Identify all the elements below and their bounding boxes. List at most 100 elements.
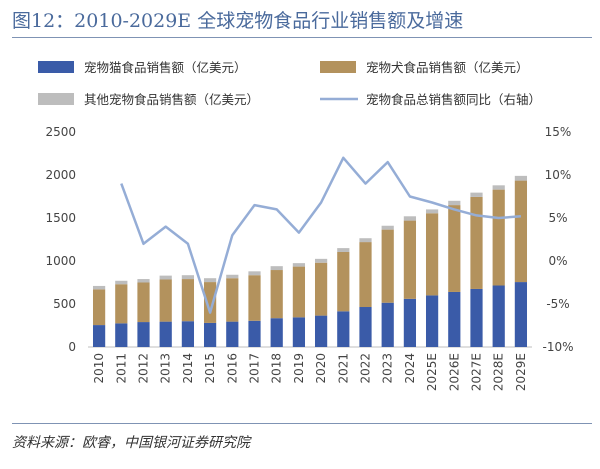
chart-bars [92,175,528,347]
x-tick-label: 2029E [514,353,528,391]
bar-other-food [514,175,528,181]
bar-other-food [137,279,150,283]
y-right-tick-label: -5% [546,297,569,311]
x-tick-label: 2017 [248,353,262,384]
bar-cat-food [203,322,217,347]
x-tick-label: 2022 [359,353,373,384]
x-tick-label: 2012 [137,353,151,384]
x-tick-label: 2027E [470,353,484,391]
y-left-tick-label: 1000 [45,254,76,268]
bar-cat-food [159,321,172,347]
growth-line [120,156,521,314]
bar-other-food [226,274,239,279]
legend-label: 宠物犬食品销售额（亿美元） [366,60,529,75]
bar-other-food [92,285,106,290]
bar-other-food [492,185,505,190]
x-tick-label: 2024 [403,353,417,384]
x-tick-label: 2021 [336,353,350,384]
y-left-tick-label: 500 [53,297,76,311]
bar-other-food [470,192,483,197]
y-right-tick-label: 15% [545,125,572,139]
x-tick-label: 2019 [292,353,306,384]
bar-other-food [292,263,306,267]
legend-label: 宠物食品总销售额同比（右轴） [366,92,541,107]
bar-dog-food [337,251,350,312]
bar-other-food [448,200,461,206]
bar-cat-food [470,288,483,347]
x-tick-label: 2015 [203,353,217,384]
x-tick-label: 2010 [92,353,106,384]
x-tick-label: 2020 [314,353,328,384]
bar-dog-food [492,189,505,286]
bar-dog-food [159,279,172,322]
bar-dog-food [226,278,239,322]
y-left-tick-label: 0 [68,340,76,354]
x-axis-labels: 2010 2011 2012 2013 2014 2015 2016 2017 2018 2019… [92,353,528,391]
bar-cat-food [226,321,239,347]
bar-dog-food [203,282,217,323]
legend-label: 宠物猫食品销售额（亿美元） [84,60,247,75]
legend-label: 其他宠物食品销售额（亿美元） [84,92,259,107]
chart-line [120,156,521,314]
y-right-tick-label: 0% [548,254,567,268]
bar-other-food [381,225,394,230]
x-tick-label: 2013 [159,353,173,384]
bar-other-food [181,275,195,280]
x-tick-label: 2014 [181,353,195,384]
bar-cat-food [359,307,372,347]
bar-other-food [270,266,283,271]
bar-dog-food [448,205,461,292]
chart-legend: 宠物猫食品销售额（亿美元） 宠物犬食品销售额（亿美元） 其他宠物食品销售额（亿美元）… [38,60,541,107]
bar-dog-food [425,213,439,296]
bar-cat-food [448,291,461,347]
chart-axes: 0 500 1000 1500 2000 2500 -10% -5% 0% 5% 10% 15% [45,125,573,354]
footer-divider [12,423,592,424]
x-tick-label: 2016 [225,353,239,384]
x-tick-label: 2028E [492,353,506,391]
bar-dog-food [381,229,394,303]
bar-cat-food [181,321,195,347]
bar-dog-food [470,196,483,289]
bar-cat-food [292,317,306,347]
x-tick-label: 2023 [381,353,395,384]
y-right-tick-label: -10% [542,340,573,354]
bar-dog-food [137,282,150,323]
bar-dog-food [270,270,283,319]
bar-dog-food [292,266,306,318]
bar-other-food [337,248,350,252]
page-title: 图12：2010-2029E 全球宠物食品行业销售额及增速 [12,10,464,32]
x-tick-label: 2018 [270,353,284,384]
y-left-tick-label: 2500 [45,125,76,139]
bar-cat-food [270,318,283,347]
bar-cat-food [492,285,505,347]
bar-other-food [403,216,417,221]
legend-swatch-cat [38,61,74,73]
bar-other-food [314,258,328,263]
bar-dog-food [248,275,261,321]
bar-cat-food [381,302,394,347]
y-right-tick-label: 10% [545,168,572,182]
bar-cat-food [248,320,261,347]
bar-other-food [425,209,439,214]
bar-cat-food [514,282,528,347]
x-tick-label: 2011 [114,353,128,384]
legend-swatch-other [38,93,74,105]
bar-cat-food [314,315,328,347]
bar-other-food [159,275,172,280]
y-left-tick-label: 2000 [45,168,76,182]
x-tick-label: 2025E [425,353,439,391]
bar-other-food [359,238,372,243]
bar-cat-food [403,298,417,347]
y-left-tick-label: 1500 [45,211,76,225]
bar-cat-food [337,311,350,347]
bar-other-food [115,280,128,285]
bar-other-food [248,271,261,276]
y-right-tick-label: 5% [548,211,567,225]
bar-cat-food [137,322,150,347]
bar-dog-food [181,279,195,322]
bar-cat-food [115,323,128,347]
bar-dog-food [359,242,372,308]
bar-dog-food [514,180,528,283]
bar-dog-food [92,289,106,326]
